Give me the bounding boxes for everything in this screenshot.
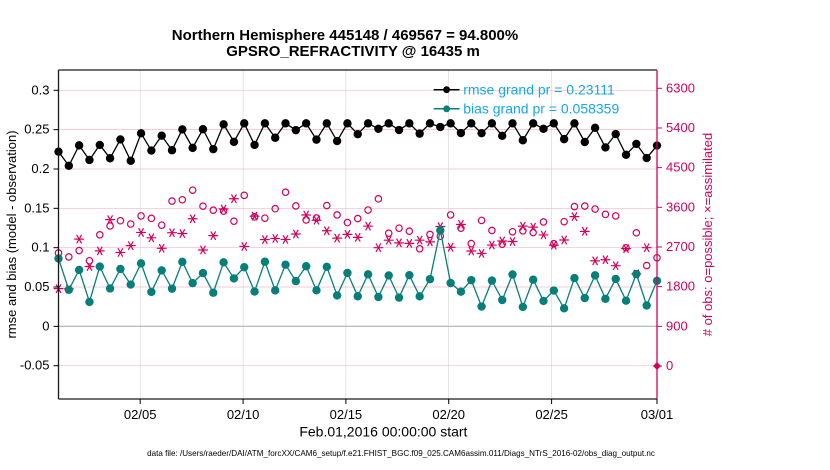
svg-text:0.15: 0.15 xyxy=(24,200,49,215)
svg-text:0.3: 0.3 xyxy=(31,82,49,97)
svg-text:2700: 2700 xyxy=(666,239,695,254)
svg-text:# of obs: o=possible; ×=assimi: # of obs: o=possible; ×=assimilated xyxy=(700,133,715,336)
svg-text:0.1: 0.1 xyxy=(31,240,49,255)
svg-text:6300: 6300 xyxy=(666,80,695,95)
svg-text:rmse and bias (model - observa: rmse and bias (model - observation) xyxy=(4,130,19,338)
svg-text:5400: 5400 xyxy=(666,120,695,135)
svg-text:0.25: 0.25 xyxy=(24,122,49,137)
svg-text:rmse grand pr = 0.23111: rmse grand pr = 0.23111 xyxy=(463,82,615,98)
svg-text:0: 0 xyxy=(42,318,49,333)
svg-text:03/01: 03/01 xyxy=(641,407,674,422)
svg-text:bias grand pr = 0.058359: bias grand pr = 0.058359 xyxy=(463,101,619,117)
svg-text:02/20: 02/20 xyxy=(432,407,465,422)
svg-text:data file: /Users/raeder/DAI/A: data file: /Users/raeder/DAI/ATM_forcXX/… xyxy=(147,449,655,458)
svg-text:02/10: 02/10 xyxy=(227,407,260,422)
svg-text:02/25: 02/25 xyxy=(535,407,568,422)
svg-text:-0.05: -0.05 xyxy=(20,358,50,373)
svg-text:3600: 3600 xyxy=(666,199,695,214)
svg-text:GPSRO_REFRACTIVITY @ 16435 m: GPSRO_REFRACTIVITY @ 16435 m xyxy=(226,43,480,60)
svg-text:02/05: 02/05 xyxy=(124,407,157,422)
svg-text:0.2: 0.2 xyxy=(31,161,49,176)
svg-text:4500: 4500 xyxy=(666,160,695,175)
svg-text:0: 0 xyxy=(666,358,673,373)
svg-text:1800: 1800 xyxy=(666,279,695,294)
svg-text:900: 900 xyxy=(666,318,688,333)
svg-text:0.05: 0.05 xyxy=(24,279,49,294)
svg-text:Northern Hemisphere 445148 / 4: Northern Hemisphere 445148 / 469567 = 94… xyxy=(172,27,518,44)
svg-text:02/15: 02/15 xyxy=(330,407,363,422)
svg-text:Feb.01,2016 00:00:00 start: Feb.01,2016 00:00:00 start xyxy=(299,424,467,440)
